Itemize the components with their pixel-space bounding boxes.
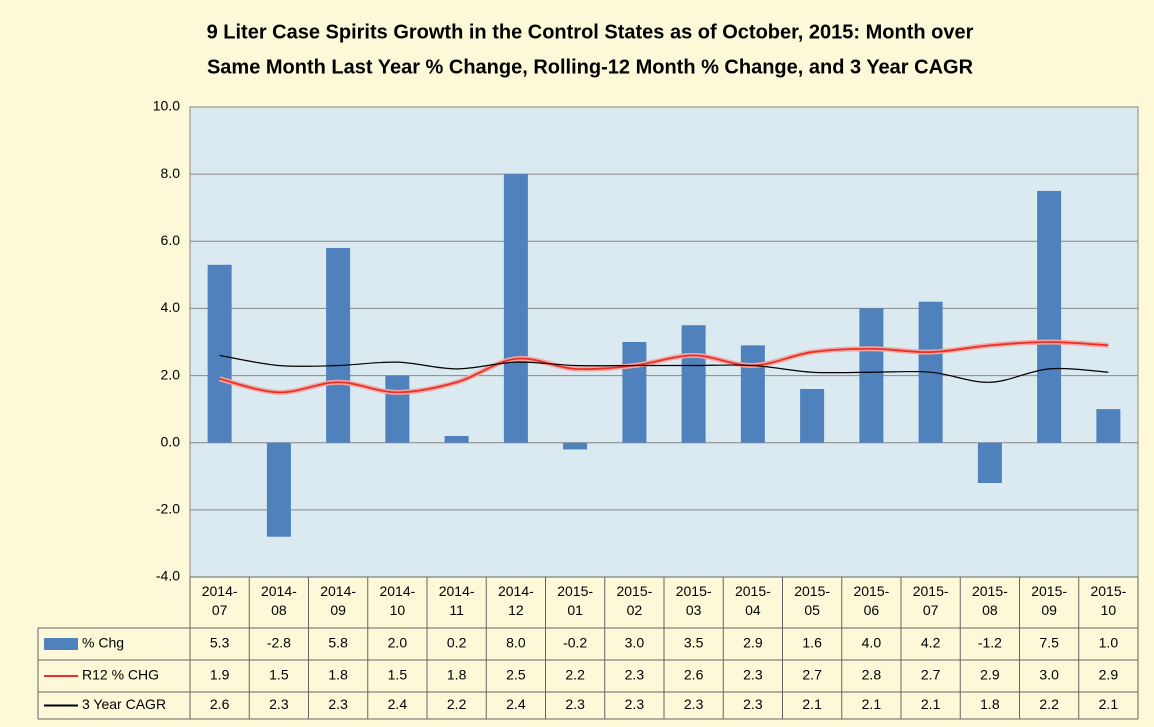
table-value: 2.0 xyxy=(388,635,408,651)
table-value: 3.5 xyxy=(684,635,704,651)
line xyxy=(219,341,1109,394)
x-tick-label: 2015-04 xyxy=(734,583,771,618)
y-tick-label: 2.0 xyxy=(161,366,181,382)
table-value: 1.8 xyxy=(447,667,467,683)
x-tick-label: 2014-10 xyxy=(379,583,416,618)
bar xyxy=(681,325,706,443)
table-value: 2.3 xyxy=(743,667,763,683)
bar xyxy=(503,174,528,443)
table-value: 8.0 xyxy=(506,635,526,651)
x-tick-label: 2014-07 xyxy=(201,583,238,618)
legend-label: R12 % CHG xyxy=(82,667,159,683)
x-tick-label: 2014-08 xyxy=(260,583,297,618)
chart-title: Same Month Last Year % Change, Rolling-1… xyxy=(207,56,974,78)
table-value: 2.1 xyxy=(802,696,822,712)
y-tick-label: 8.0 xyxy=(161,165,181,181)
x-tick-label: 2015-09 xyxy=(1031,583,1068,618)
table-value: 7.5 xyxy=(1039,635,1059,651)
bar xyxy=(207,264,232,443)
table-value: 2.9 xyxy=(743,635,763,651)
y-tick-label: 10.0 xyxy=(153,98,180,114)
x-tick-label: 2015-05 xyxy=(794,583,831,618)
table-value: 1.6 xyxy=(802,635,822,651)
table-value: 2.3 xyxy=(328,696,348,712)
x-tick-label: 2015-01 xyxy=(557,583,594,618)
bar xyxy=(740,345,765,443)
table-value: 2.2 xyxy=(565,667,585,683)
table-value: 2.1 xyxy=(921,696,941,712)
table-value: 2.3 xyxy=(684,696,704,712)
y-tick-label: 0.0 xyxy=(161,433,181,449)
y-tick-label: 6.0 xyxy=(161,232,181,248)
bar xyxy=(800,389,825,443)
x-tick-label: 2014-12 xyxy=(497,583,534,618)
table-value: 2.1 xyxy=(1099,696,1119,712)
bar xyxy=(385,375,410,443)
table-value: 2.1 xyxy=(862,696,882,712)
table-value: 5.3 xyxy=(210,635,230,651)
legend-label: 3 Year CAGR xyxy=(82,696,166,712)
table-value: 0.2 xyxy=(447,635,467,651)
bar xyxy=(859,308,884,443)
chart-title: 9 Liter Case Spirits Growth in the Contr… xyxy=(207,21,974,43)
x-tick-label: 2015-03 xyxy=(675,583,712,618)
bar xyxy=(1096,409,1121,443)
table-value: 2.3 xyxy=(565,696,585,712)
table-value: 1.0 xyxy=(1099,635,1119,651)
table-value: 2.3 xyxy=(743,696,763,712)
table-value: -0.2 xyxy=(563,635,587,651)
table-value: 2.6 xyxy=(210,696,230,712)
x-tick-label: 2015-06 xyxy=(853,583,890,618)
legend-label: % Chg xyxy=(82,635,124,651)
table-value: 2.3 xyxy=(625,696,645,712)
x-tick-label: 2014-11 xyxy=(438,583,475,618)
table-value: 2.7 xyxy=(921,667,941,683)
bar xyxy=(563,442,588,450)
x-tick-label: 2014-09 xyxy=(320,583,357,618)
table-value: -1.2 xyxy=(978,635,1002,651)
y-tick-label: 4.0 xyxy=(161,299,181,315)
x-tick-label: 2015-08 xyxy=(971,583,1008,618)
table-value: 2.7 xyxy=(802,667,822,683)
bar xyxy=(977,442,1002,483)
table-value: 1.5 xyxy=(269,667,289,683)
table-value: 2.5 xyxy=(506,667,526,683)
table-value: 3.0 xyxy=(625,635,645,651)
bar xyxy=(444,436,469,443)
table-value: 1.8 xyxy=(980,696,1000,712)
table-value: 1.8 xyxy=(328,667,348,683)
table-value: 2.3 xyxy=(625,667,645,683)
table-value: 2.4 xyxy=(388,696,408,712)
x-tick-label: 2015-07 xyxy=(912,583,949,618)
table-value: 4.2 xyxy=(921,635,941,651)
table-value: 2.3 xyxy=(269,696,289,712)
line xyxy=(219,354,1109,383)
legend-key xyxy=(44,638,78,650)
table-value: 4.0 xyxy=(862,635,882,651)
bar xyxy=(266,442,291,537)
table-value: 2.2 xyxy=(1039,696,1059,712)
table-value: 5.8 xyxy=(328,635,348,651)
table-value: 2.9 xyxy=(1099,667,1119,683)
table-value: 2.4 xyxy=(506,696,526,712)
table-value: -2.8 xyxy=(267,635,291,651)
table-value: 2.6 xyxy=(684,667,704,683)
x-tick-label: 2015-02 xyxy=(616,583,653,618)
bar xyxy=(1037,190,1062,443)
x-tick-label: 2015-10 xyxy=(1090,583,1127,618)
table-value: 2.2 xyxy=(447,696,467,712)
bar xyxy=(326,248,351,443)
table-value: 3.0 xyxy=(1039,667,1059,683)
y-tick-label: -4.0 xyxy=(156,568,180,584)
bar xyxy=(622,342,647,443)
table-value: 1.9 xyxy=(210,667,230,683)
table-value: 1.5 xyxy=(388,667,408,683)
table-value: 2.8 xyxy=(862,667,882,683)
y-tick-label: -2.0 xyxy=(156,501,180,517)
table-value: 2.9 xyxy=(980,667,1000,683)
